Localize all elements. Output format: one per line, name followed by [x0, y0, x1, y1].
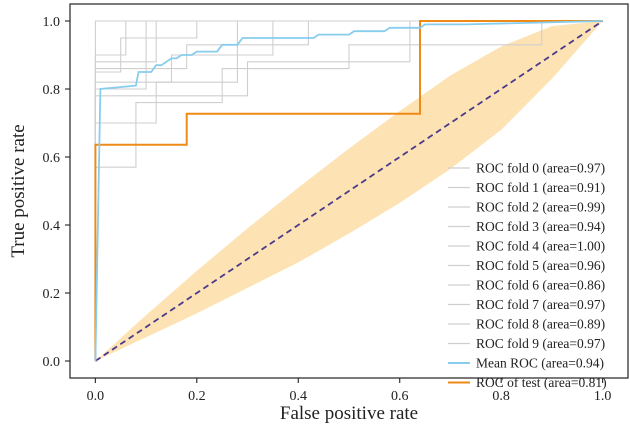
plot-area	[94, 20, 604, 362]
legend-label: ROC fold 7 (area=0.97)	[476, 297, 605, 312]
y-tick-label: 0.0	[43, 355, 61, 370]
legend-label: ROC fold 9 (area=0.97)	[476, 336, 605, 351]
x-tick-label: 0.0	[87, 389, 105, 404]
legend-label: Mean ROC (area=0.94)	[476, 356, 604, 371]
y-tick-label: 0.2	[43, 287, 61, 302]
mean-roc-line-10	[94, 20, 603, 362]
chance-line	[94, 20, 604, 362]
axes-frame	[69, 3, 629, 379]
fold-roc-line-6	[94, 20, 603, 361]
y-axis-ticks: 0.0 0.2 0.4 0.6 0.8 1.0	[43, 15, 70, 370]
legend-label: ROC fold 4 (area=1.00)	[476, 239, 605, 254]
y-axis-title: True positive rate	[8, 124, 29, 257]
legend-label: ROC of test (area=0.81)	[476, 375, 607, 390]
legend-label: ROC fold 8 (area=0.89)	[476, 317, 605, 332]
y-tick-label: 0.8	[43, 83, 61, 98]
x-tick-label: 0.4	[290, 389, 308, 404]
legend-label: ROC fold 6 (area=0.86)	[476, 278, 605, 293]
x-tick-label: 0.6	[391, 389, 409, 404]
chance-line-layer	[94, 20, 604, 362]
legend-label: ROC fold 5 (area=0.96)	[476, 258, 605, 273]
legend-label: ROC fold 2 (area=0.99)	[476, 200, 605, 215]
x-axis-title: False positive rate	[280, 403, 418, 424]
x-axis-ticks: 0.0 0.2 0.4 0.6 0.8 1.0	[87, 378, 612, 404]
y-tick-label: 0.4	[43, 219, 61, 234]
y-tick-label: 0.6	[43, 151, 61, 166]
fold-roc-line-9	[94, 20, 603, 361]
x-tick-label: 0.2	[188, 389, 206, 404]
mean-curve-layer	[94, 20, 603, 362]
legend-label: ROC fold 3 (area=0.94)	[476, 219, 605, 234]
legend-label: ROC fold 0 (area=0.97)	[476, 161, 605, 176]
x-tick-label: 0.8	[492, 389, 510, 404]
legend-label: ROC fold 1 (area=0.91)	[476, 180, 605, 195]
test-roc-line-11	[94, 20, 603, 361]
test-curve-layer	[94, 20, 603, 361]
legend: ROC fold 0 (area=0.97) ROC fold 1 (area=0…	[448, 161, 607, 390]
x-tick-label: 1.0	[594, 389, 612, 404]
y-tick-label: 1.0	[43, 15, 61, 30]
